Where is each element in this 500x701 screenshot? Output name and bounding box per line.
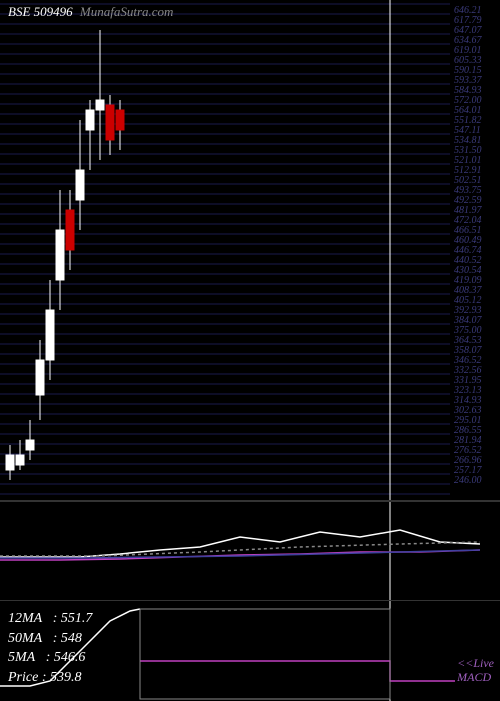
stat-row: 12MA : 551.7 (8, 609, 92, 629)
bottom-panel: 12MA : 551.750MA : 5485MA : 546.6Price :… (0, 600, 500, 701)
chart-header: BSE 509496 MunafaSutra.com (8, 4, 173, 20)
stat-row: 50MA : 548 (8, 629, 92, 649)
stats-block: 12MA : 551.750MA : 5485MA : 546.6Price :… (8, 609, 92, 687)
stat-row: Price : 539.8 (8, 668, 92, 688)
site-label: MunafaSutra.com (80, 4, 174, 19)
price-chart: 646.21617.79647.07634.67619.01605.33590.… (0, 0, 500, 500)
live-macd-label: <<Live MACD (457, 656, 494, 685)
macd-panel (0, 500, 500, 602)
live-line1: <<Live (457, 656, 494, 670)
macd-svg (0, 502, 500, 602)
live-line2: MACD (457, 670, 491, 684)
symbol-label: BSE 509496 (8, 4, 73, 19)
stat-row: 5MA : 546.6 (8, 648, 92, 668)
chart-container: BSE 509496 MunafaSutra.com 646.21617.796… (0, 0, 500, 700)
svg-text:246.00: 246.00 (454, 475, 482, 486)
